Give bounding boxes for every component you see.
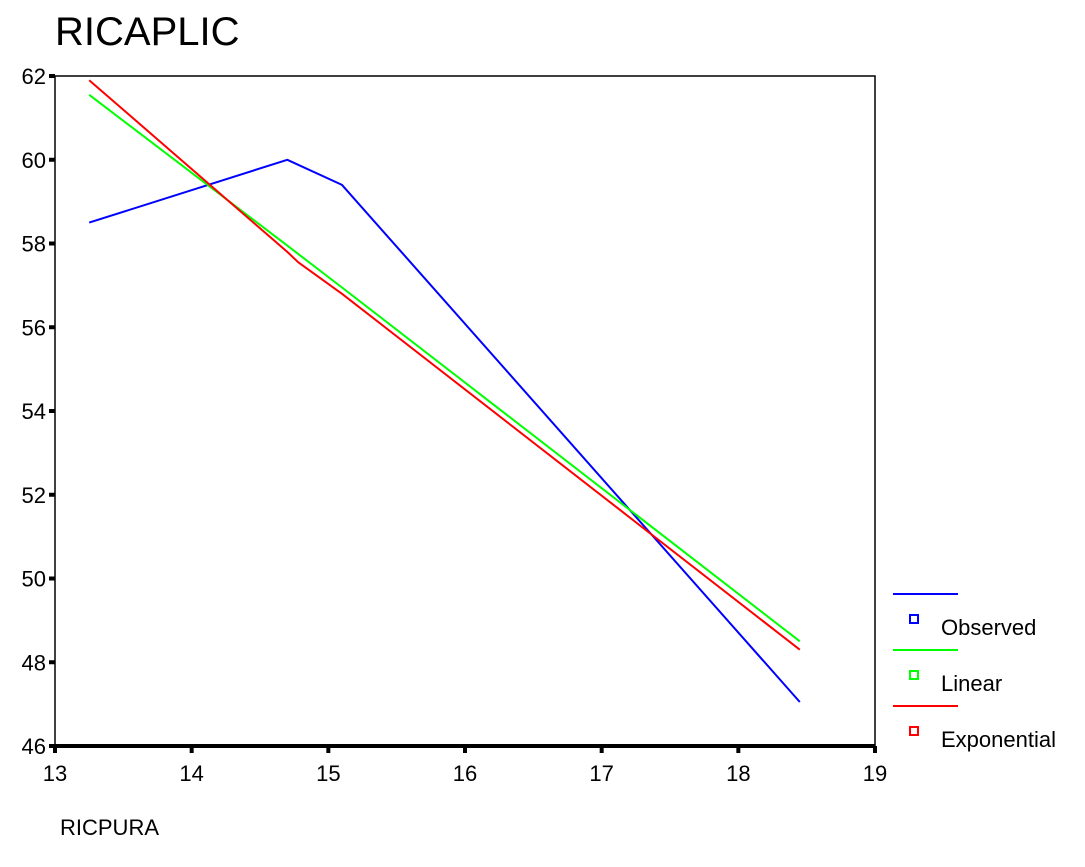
x-tick-mark bbox=[599, 746, 604, 753]
x-tick-mark bbox=[53, 746, 57, 753]
x-tick-mark bbox=[326, 746, 331, 753]
series-line-exponential bbox=[88, 79, 801, 651]
x-tick-label: 19 bbox=[863, 761, 887, 786]
y-tick-label: 54 bbox=[22, 399, 46, 424]
y-tick-label: 58 bbox=[22, 232, 46, 257]
y-tick-mark bbox=[49, 74, 55, 78]
y-tick-label: 50 bbox=[22, 567, 46, 592]
y-tick-mark bbox=[49, 660, 55, 665]
x-tick-label: 17 bbox=[589, 761, 613, 786]
x-tick-mark bbox=[189, 746, 194, 753]
x-axis-label: RICPURA bbox=[60, 815, 159, 840]
chart-title: RICAPLIC bbox=[55, 10, 240, 54]
y-tick-mark bbox=[49, 492, 55, 497]
y-tick-label: 48 bbox=[22, 650, 46, 675]
y-tick-label: 46 bbox=[22, 734, 46, 759]
y-tick-label: 60 bbox=[22, 148, 46, 173]
y-tick-mark bbox=[49, 157, 55, 162]
legend-label-linear: Linear bbox=[941, 671, 1002, 696]
legend-label-exponential: Exponential bbox=[941, 727, 1056, 752]
legend-marker-linear bbox=[909, 670, 919, 680]
y-tick-label: 52 bbox=[22, 483, 46, 508]
legend: Observed Linear Exponential bbox=[893, 593, 1056, 752]
plot-frame bbox=[54, 75, 876, 747]
series-line-observed bbox=[88, 158, 801, 703]
y-tick-mark bbox=[49, 325, 55, 330]
legend-marker-exponential bbox=[909, 726, 919, 736]
x-tick-mark bbox=[463, 746, 467, 753]
y-tick-mark bbox=[49, 241, 55, 246]
x-tick-label: 13 bbox=[43, 761, 67, 786]
y-tick-mark bbox=[49, 409, 55, 413]
series-line-linear bbox=[88, 94, 801, 643]
series-lines bbox=[88, 79, 801, 703]
x-tick-label: 16 bbox=[453, 761, 477, 786]
x-tick-label: 14 bbox=[179, 761, 203, 786]
y-tick-mark bbox=[49, 576, 55, 581]
legend-label-observed: Observed bbox=[941, 615, 1036, 640]
x-tick-mark bbox=[873, 746, 877, 753]
y-axis: 46 48 50 52 54 56 58 60 62 bbox=[22, 64, 55, 759]
x-tick-mark bbox=[736, 746, 741, 753]
x-tick-label: 15 bbox=[316, 761, 340, 786]
x-axis: 13 14 15 16 17 18 19 bbox=[43, 746, 887, 786]
x-tick-label: 18 bbox=[726, 761, 750, 786]
legend-marker-observed bbox=[909, 614, 919, 624]
y-tick-mark bbox=[49, 744, 55, 748]
y-tick-label: 56 bbox=[22, 315, 46, 340]
y-tick-label: 62 bbox=[22, 64, 46, 89]
